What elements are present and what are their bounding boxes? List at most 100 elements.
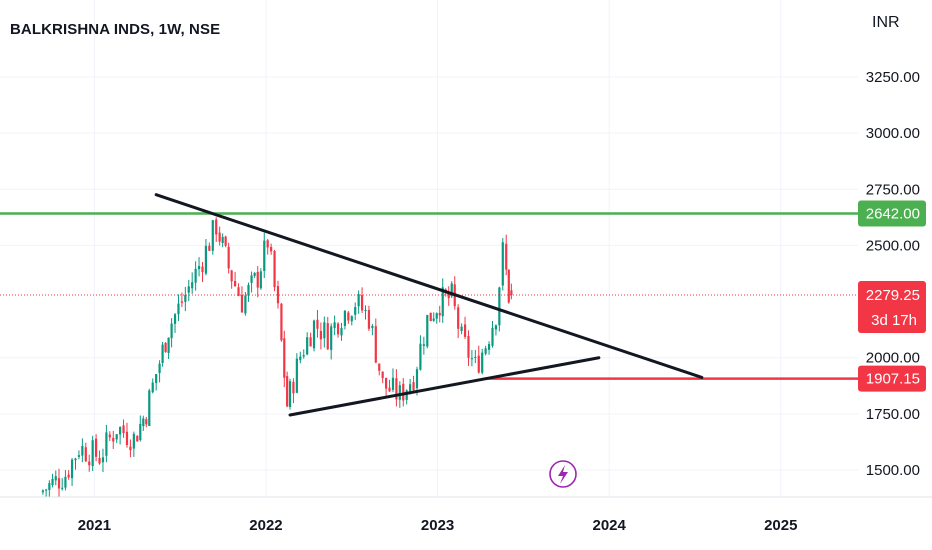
candle-body: [227, 246, 230, 269]
candle-body: [450, 283, 453, 297]
candle-body: [129, 446, 132, 451]
candle-body: [447, 292, 450, 299]
y-tick-label: 3250.00: [866, 69, 920, 86]
candle-body: [323, 322, 326, 339]
candle-body: [312, 320, 316, 349]
candle-body: [276, 286, 280, 304]
candle-body: [84, 447, 87, 462]
candle-body: [326, 323, 329, 350]
candle-body: [391, 377, 395, 390]
candle-body: [145, 419, 148, 425]
candle-body: [101, 457, 105, 463]
grid: [0, 0, 858, 497]
candle-body: [221, 236, 224, 244]
candle-body: [505, 243, 508, 270]
candle-body: [61, 487, 64, 489]
candle-body: [494, 325, 498, 330]
y-tick-label: 3000.00: [866, 125, 920, 142]
candle-body: [484, 348, 487, 354]
x-tick-label: 2022: [249, 517, 282, 534]
candle-body: [250, 275, 253, 283]
x-tick-label: 2023: [421, 517, 454, 534]
candle-body: [487, 344, 491, 350]
candle-body: [197, 266, 201, 270]
candle-body: [429, 312, 432, 322]
candle-body: [161, 344, 164, 363]
candle-body: [204, 245, 208, 274]
candle-body: [187, 286, 190, 293]
candle-body: [158, 363, 161, 374]
candle-body: [54, 476, 57, 481]
candles: [41, 217, 513, 497]
countdown-label: 3d 17h: [871, 312, 917, 329]
candle-body: [125, 431, 129, 446]
candle-body: [357, 294, 360, 307]
resistance-badge-bg: [858, 200, 926, 227]
resistance-badge-label: 2642.00: [866, 206, 920, 223]
candle-body: [385, 377, 388, 389]
candle-body: [336, 323, 340, 335]
candle-body: [256, 271, 259, 288]
candle-body: [136, 435, 139, 442]
candle-body: [381, 371, 384, 379]
candle-body: [481, 352, 484, 373]
candle-body: [463, 324, 467, 337]
candle-body: [41, 490, 44, 493]
candle-body: [288, 381, 292, 408]
y-tick-label: 2500.00: [866, 237, 920, 254]
candle-body: [319, 331, 322, 340]
candle-body: [270, 246, 273, 252]
candle-body: [333, 322, 336, 328]
candle-body: [412, 382, 415, 391]
candle-body: [347, 312, 350, 321]
y-tick-label: 2750.00: [866, 181, 920, 198]
x-tick-label: 2021: [78, 517, 111, 534]
candle-body: [263, 240, 266, 271]
drawings: [0, 193, 858, 417]
candle-body: [415, 369, 419, 389]
support-badge-label: 1907.15: [866, 371, 920, 388]
candle-body: [230, 270, 233, 282]
support-badge-bg: [858, 365, 926, 392]
candle-body: [398, 385, 401, 400]
candle-body: [330, 326, 333, 350]
candle-body: [180, 301, 183, 303]
candle-body: [74, 458, 77, 461]
candle-body: [350, 316, 353, 322]
candle-body: [194, 268, 197, 283]
candle-body: [211, 220, 214, 251]
x-tick-label: 2025: [764, 517, 797, 534]
candle-body: [151, 382, 154, 393]
candle-body: [88, 461, 91, 466]
candle-body: [422, 344, 425, 346]
candle-body: [51, 478, 54, 486]
candle-body: [191, 282, 194, 289]
price-badges: 2642.00 1907.15 2279.25 3d 17h: [858, 200, 926, 392]
candle-body: [477, 355, 480, 373]
candle-body: [378, 363, 381, 371]
candle-body: [474, 356, 477, 358]
candle-body: [306, 337, 309, 355]
candle-body: [286, 376, 289, 407]
candle-body: [112, 437, 115, 442]
candle-body: [432, 318, 435, 321]
candle-body: [360, 295, 364, 311]
candle-body: [266, 240, 269, 248]
candle-body: [340, 327, 343, 336]
candle-body: [402, 383, 405, 401]
candle-body: [507, 269, 510, 303]
lightning-icon[interactable]: [549, 460, 577, 488]
candle-body: [132, 433, 135, 449]
chart-title: BALKRISHNA INDS, 1W, NSE: [10, 21, 221, 38]
candle-body: [139, 424, 142, 441]
lower-trendline: [288, 356, 601, 417]
candle-body: [498, 287, 501, 326]
candle-body: [460, 326, 463, 332]
candle-body: [435, 313, 438, 319]
currency-label: INR: [872, 14, 900, 31]
candle-body: [244, 295, 247, 314]
candle-body: [45, 489, 48, 491]
candle-body: [273, 251, 276, 288]
candle-body: [155, 374, 158, 383]
